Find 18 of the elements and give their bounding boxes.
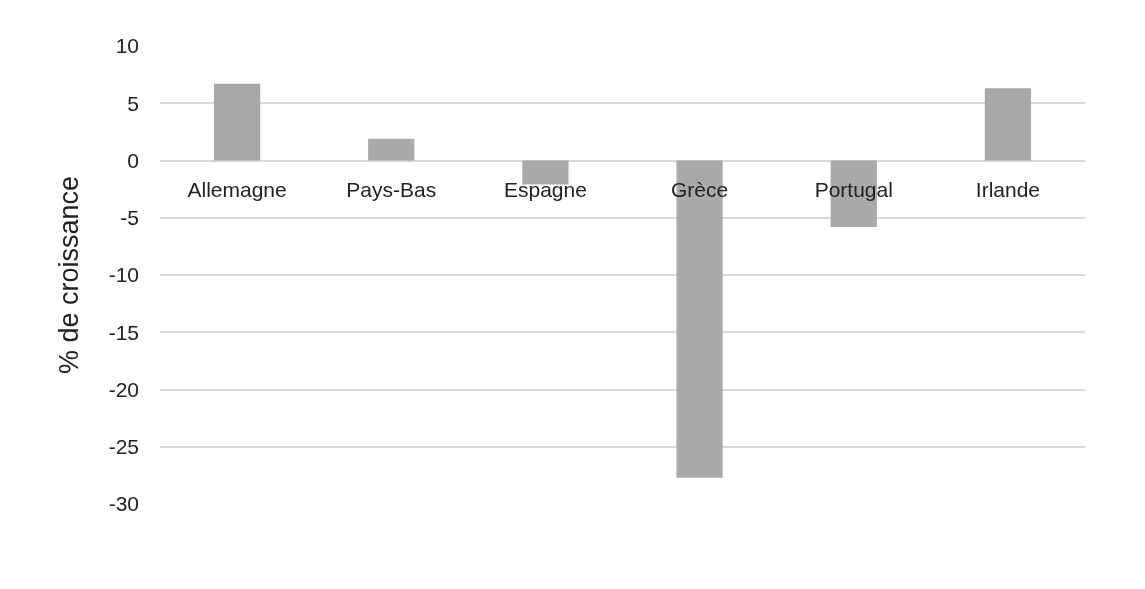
y-tick-label: -10 (108, 263, 139, 287)
bar (984, 88, 1032, 161)
y-tick-label: 5 (127, 91, 139, 115)
y-tick-label: -30 (108, 492, 139, 516)
x-tick-label: Irlande (975, 177, 1041, 201)
bar (522, 160, 569, 185)
y-axis-title: % de croissance (53, 175, 84, 375)
x-tick-label: Pays-Bas (346, 177, 437, 201)
y-tick-label: -15 (108, 320, 139, 344)
x-tick-label: Espagne (503, 177, 587, 201)
y-tick-label: -25 (108, 435, 139, 459)
y-tick-label: -20 (108, 377, 139, 401)
x-tick-label: Allemagne (187, 177, 287, 201)
bar (368, 138, 415, 161)
y-tick-label: 10 (115, 34, 139, 58)
bar (213, 83, 261, 161)
y-tick-label: -5 (120, 206, 139, 230)
y-tick-label: 0 (127, 148, 139, 172)
